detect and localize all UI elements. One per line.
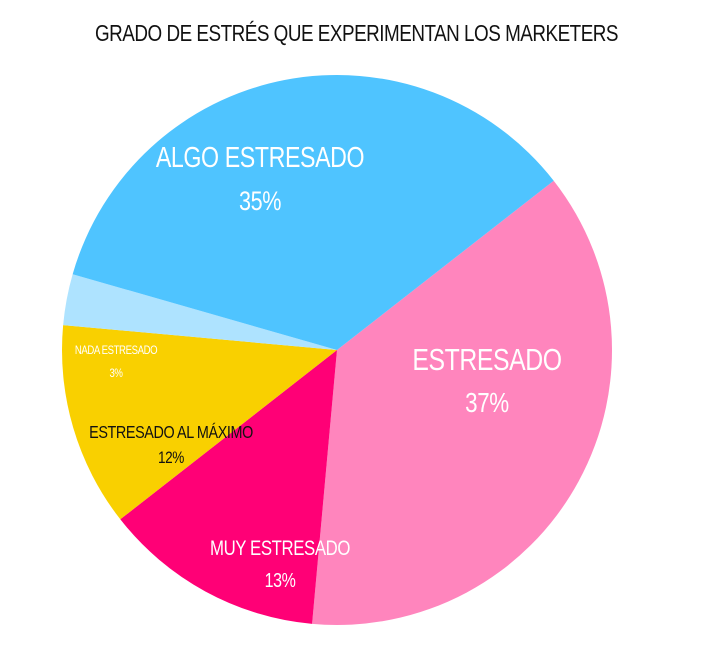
pie-slice-estresado-al-m-ximo <box>61 325 337 520</box>
slice-value-label: 37% <box>465 388 509 419</box>
slice-value-label: 12% <box>158 449 185 468</box>
chart-title: GRADO DE ESTRÉS QUE EXPERIMENTAN LOS MAR… <box>95 20 619 46</box>
slice-label: ESTRESADO <box>412 342 561 376</box>
pie-labels: ESTRESADO 37% MUY ESTRESADO 13% ESTRESADO AL… <box>75 140 562 591</box>
slice-label: NADA ESTRESADO <box>75 344 157 357</box>
pie-slice-estresado <box>312 180 613 626</box>
pie-slice-muy-estresado <box>120 350 337 624</box>
slice-value-label: 35% <box>239 187 281 217</box>
slice-value-label: 13% <box>265 569 296 591</box>
pie-slices <box>61 74 613 626</box>
slice-label: MUY ESTRESADO <box>210 537 350 560</box>
slice-label: ESTRESADO AL MÁXIMO <box>89 421 253 442</box>
pie-slice-algo-estresado <box>72 74 554 350</box>
pie-slice-nada-estresado <box>63 274 337 350</box>
slice-value-label: 3% <box>109 367 123 380</box>
slice-label: ALGO ESTRESADO <box>156 140 364 173</box>
